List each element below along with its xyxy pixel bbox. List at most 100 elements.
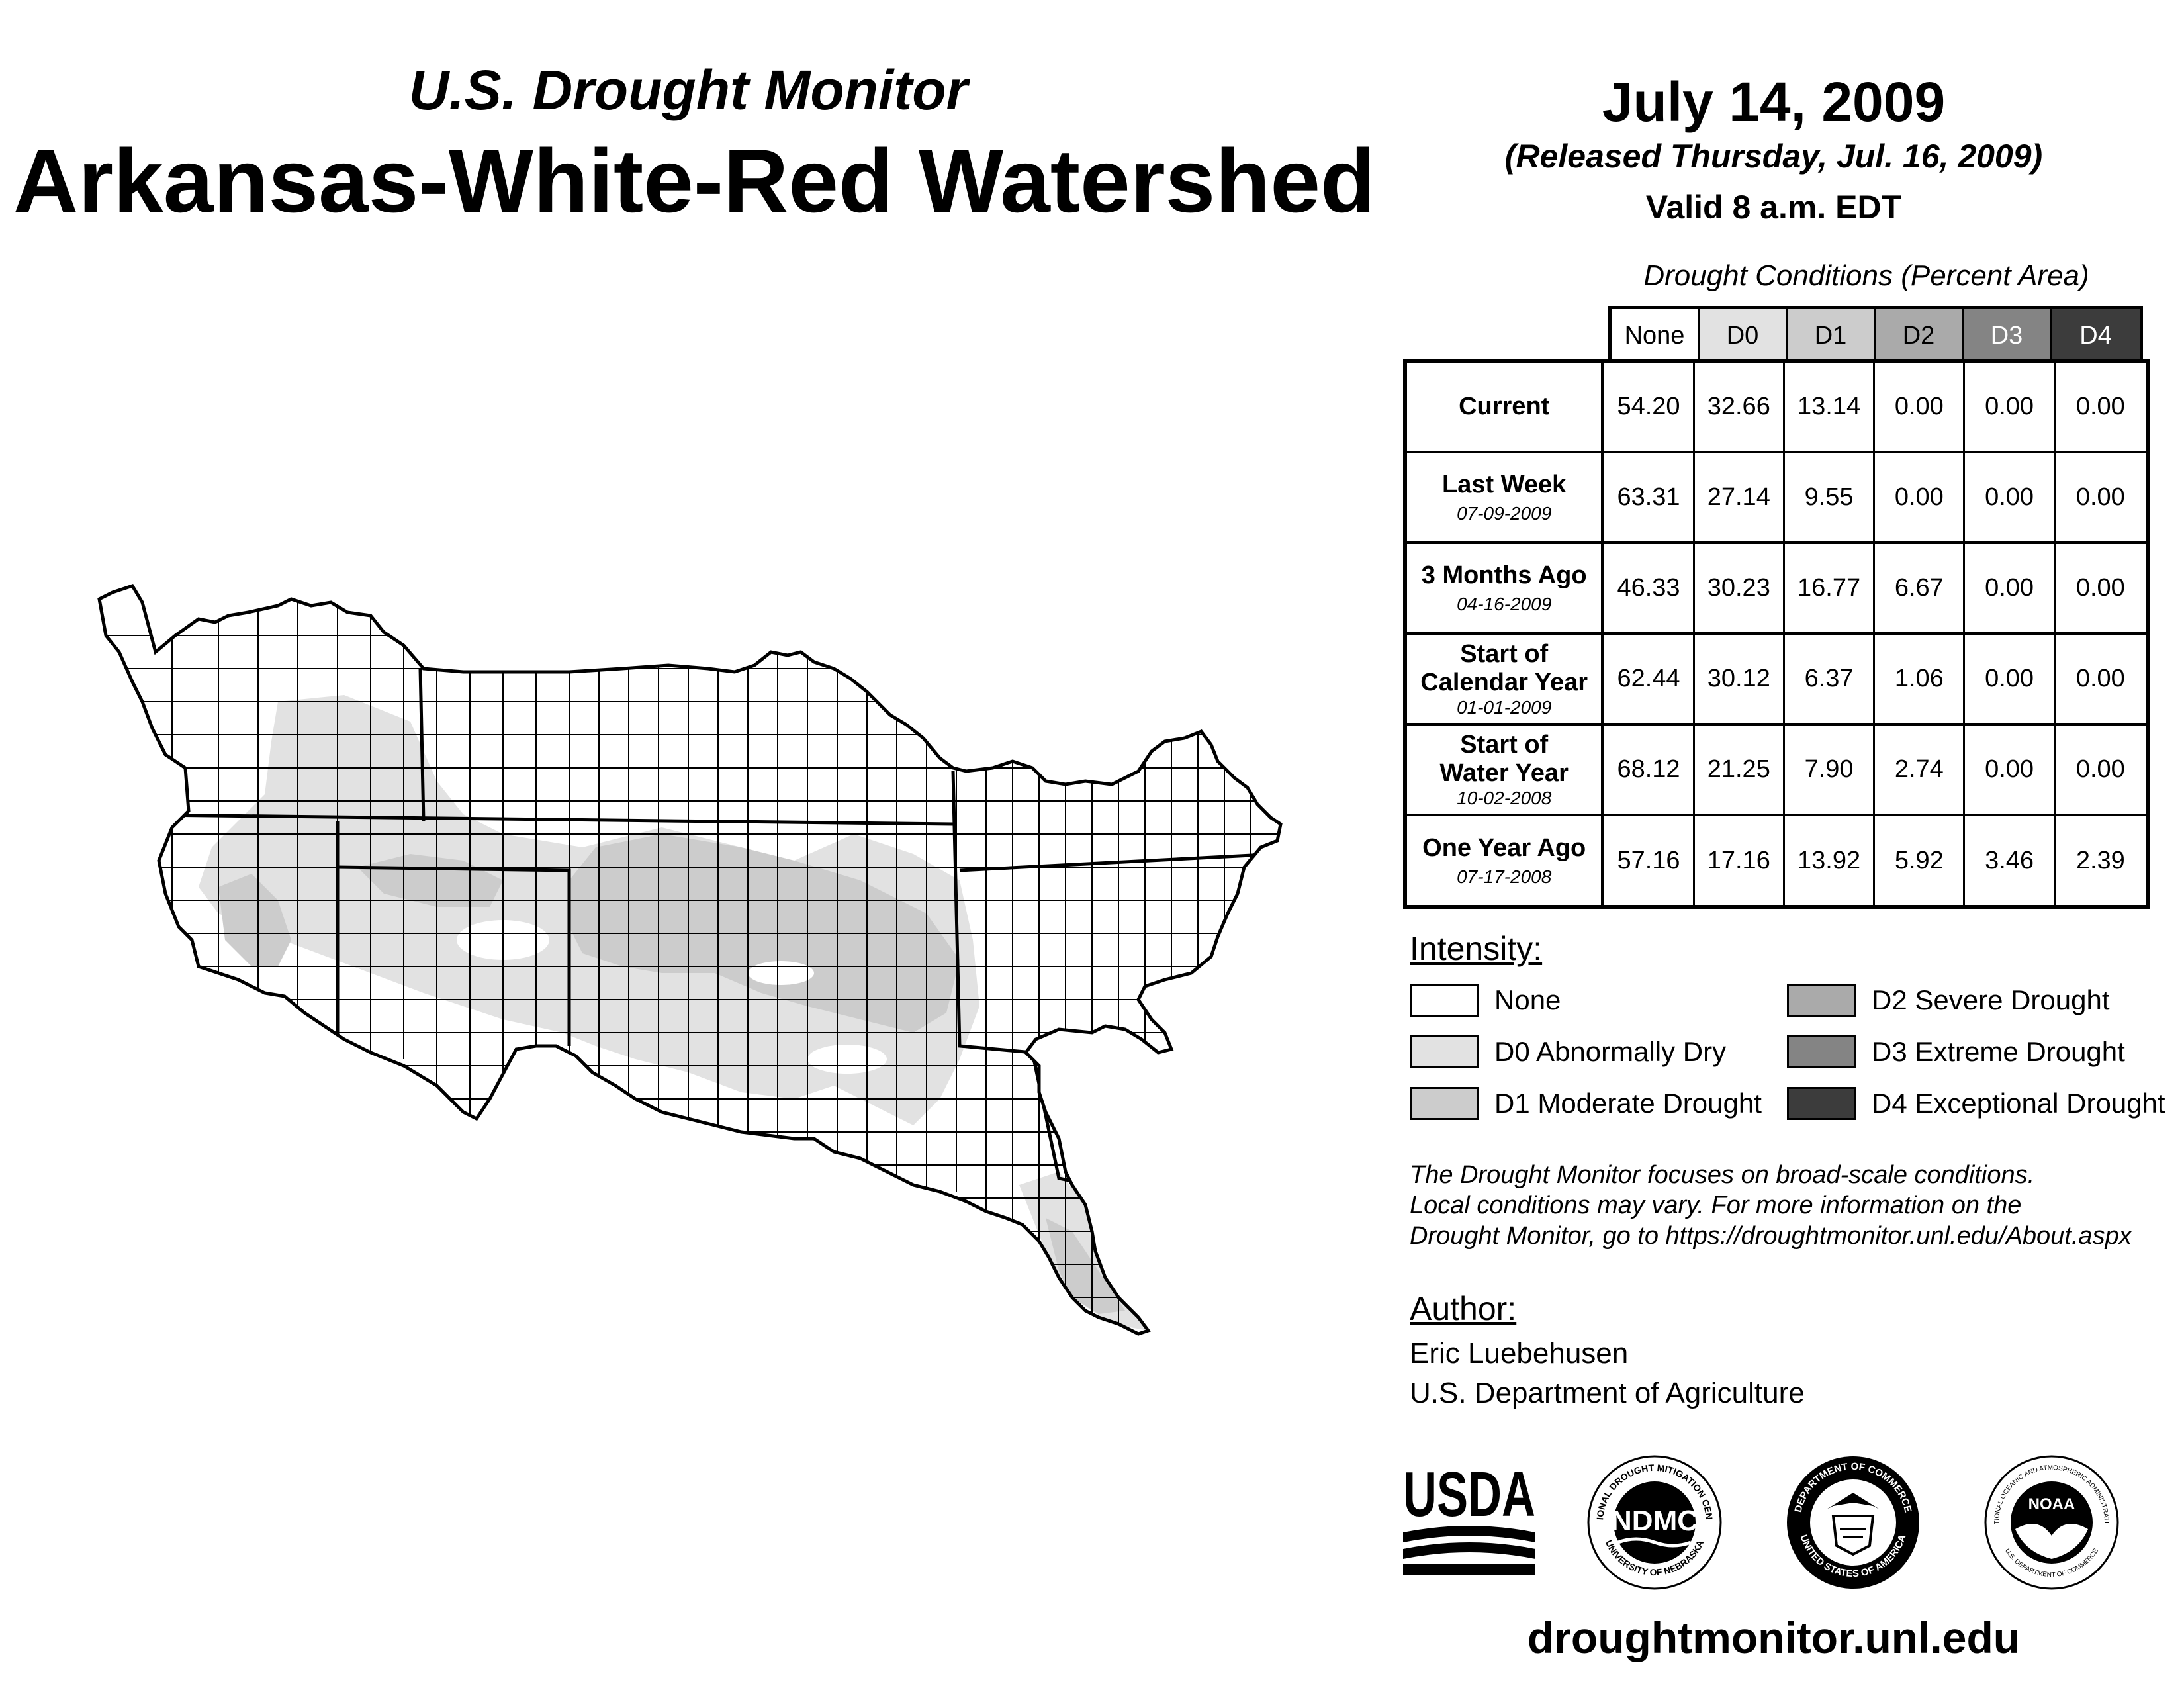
row-date: 01-01-2009 [1457, 696, 1552, 718]
row-label: Last Week [1442, 471, 1567, 498]
legend-swatch [1787, 1087, 1856, 1120]
value-cell: 0.00 [2075, 665, 2125, 692]
value-cell: 27.14 [1695, 453, 1785, 541]
value-cell: 6.67 [1875, 544, 1966, 632]
note-line: The Drought Monitor focuses on broad-sca… [1410, 1161, 2035, 1189]
legend-swatch [1787, 1035, 1856, 1068]
state-boundaries [99, 668, 1278, 1187]
legend-item-d1: D1 Moderate Drought [1410, 1087, 1762, 1120]
release-date: (Released Thursday, Jul. 16, 2009) [1504, 138, 2043, 175]
value-cell: 30.23 [1695, 544, 1785, 632]
value-cell: 0.00 [1875, 453, 1966, 541]
legend-item-d0: D0 Abnormally Dry [1410, 1035, 1726, 1068]
value-cell: 17.16 [1695, 816, 1785, 905]
value-cell: 32.66 [1695, 363, 1785, 451]
value-cell: 21.25 [1695, 726, 1785, 814]
value-cell: 2.39 [2075, 846, 2125, 874]
legend-item-d3: D3 Extreme Drought [1787, 1035, 2125, 1068]
legend-swatch [1410, 1035, 1479, 1068]
ndmc-wordmark: NDMC [1611, 1505, 1698, 1537]
table-row-one-year-ago: One Year Ago 07-17-2008 57.16 17.16 13.9… [1407, 816, 2146, 905]
note-line: Drought Monitor, go to https://droughtmo… [1410, 1222, 2132, 1250]
value-cell: 0.00 [1875, 363, 1966, 451]
value-cell: 2.74 [1875, 726, 1966, 814]
value-cell: 3.46 [1965, 816, 2056, 905]
legend-swatch [1410, 1087, 1479, 1120]
table-row-start-calendar-year: Start of Calendar Year 01-01-2009 62.44 … [1407, 635, 2146, 726]
disclaimer-note: The Drought Monitor focuses on broad-sca… [1410, 1160, 2171, 1251]
legend-label: D3 Extreme Drought [1872, 1036, 2125, 1067]
legend-label: None [1494, 984, 1561, 1015]
note-line: Local conditions may vary. For more info… [1410, 1192, 2022, 1219]
row-date: 07-17-2008 [1457, 866, 1552, 887]
value-cell: 0.00 [1965, 544, 2056, 632]
row-label: Current [1459, 393, 1550, 420]
row-date: 07-09-2009 [1457, 503, 1552, 524]
author-title: Author: [1410, 1290, 1517, 1327]
value-cell: 68.12 [1604, 726, 1695, 814]
row-date: 10-02-2008 [1457, 787, 1552, 808]
legend-item-d2: D2 Severe Drought [1787, 984, 2110, 1017]
table-header-row: None D0 D1 D2 D3 D4 [1608, 306, 2143, 362]
value-cell: 0.00 [1965, 635, 2056, 723]
table-row-start-water-year: Start of Water Year 10-02-2008 68.12 21.… [1407, 726, 2146, 816]
value-cell: 0.00 [2075, 393, 2125, 420]
author-name: Eric Luebehusen [1410, 1337, 1629, 1370]
noaa-wordmark: NOAA [2028, 1495, 2075, 1513]
row-label: 3 Months Ago [1421, 561, 1587, 589]
legend-item-none: None [1410, 984, 1561, 1017]
value-cell: 30.12 [1695, 635, 1785, 723]
row-label: Start of [1460, 639, 1549, 668]
value-cell: 0.00 [2075, 483, 2125, 511]
commerce-seal-logo: DEPARTMENT OF COMMERCE UNITED STATES OF … [1787, 1456, 1919, 1589]
usda-logo: USDA [1403, 1459, 1535, 1575]
value-cell: 5.92 [1875, 816, 1966, 905]
value-cell: 62.44 [1604, 635, 1695, 723]
value-cell: 6.37 [1785, 635, 1876, 723]
value-cell: 0.00 [2075, 574, 2125, 602]
column-header-none: None [1612, 309, 1700, 362]
agency-logos: USDA NDMC NATIONAL DROUGHT MITIGATION CE… [1403, 1455, 2119, 1590]
legend-label: D1 Moderate Drought [1494, 1088, 1762, 1119]
legend-title: Intensity: [1410, 930, 1543, 967]
table-title: Drought Conditions (Percent Area) [1643, 259, 2089, 292]
value-cell: 54.20 [1604, 363, 1695, 451]
legend-label: D0 Abnormally Dry [1494, 1036, 1727, 1067]
column-header-d2: D2 [1876, 309, 1964, 362]
legend-label: D4 Exceptional Drought [1872, 1088, 2165, 1119]
valid-time: Valid 8 a.m. EDT [1645, 189, 1902, 226]
legend-label: D2 Severe Drought [1872, 984, 2110, 1015]
legend-swatch [1410, 984, 1479, 1017]
map-title: Arkansas-White-Red Watershed [13, 130, 1376, 231]
site-url: droughtmonitor.unl.edu [1527, 1613, 2021, 1662]
row-label-line2: Water Year [1439, 759, 1569, 787]
legend-item-d4: D4 Exceptional Drought [1787, 1087, 2165, 1120]
map-date: July 14, 2009 [1602, 71, 1946, 133]
conditions-table: Current 54.20 32.66 13.14 0.00 0.00 0.00… [1403, 359, 2150, 909]
watershed-map [0, 0, 1377, 1688]
table-row-current: Current 54.20 32.66 13.14 0.00 0.00 0.00 [1407, 363, 2146, 453]
column-header-d3: D3 [1964, 309, 2052, 362]
value-cell: 46.33 [1604, 544, 1695, 632]
value-cell: 13.92 [1785, 816, 1876, 905]
table-row-3-months-ago: 3 Months Ago 04-16-2009 46.33 30.23 16.7… [1407, 544, 2146, 635]
column-header-d1: D1 [1788, 309, 1876, 362]
row-date: 04-16-2009 [1457, 594, 1552, 614]
author-org: U.S. Department of Agriculture [1410, 1377, 1805, 1409]
table-row-last-week: Last Week 07-09-2009 63.31 27.14 9.55 0.… [1407, 453, 2146, 544]
row-label-line2: Calendar Year [1420, 668, 1588, 696]
value-cell: 16.77 [1785, 544, 1876, 632]
noaa-logo: NOAA NATIONAL OCEANIC AND ATMOSPHERIC AD… [1984, 1455, 2119, 1590]
legend-swatch [1787, 984, 1856, 1017]
map-subtitle: U.S. Drought Monitor [408, 59, 968, 121]
value-cell: 63.31 [1604, 453, 1695, 541]
value-cell: 57.16 [1604, 816, 1695, 905]
value-cell: 0.00 [2075, 755, 2125, 783]
value-cell: 13.14 [1785, 363, 1876, 451]
row-label: Start of [1460, 730, 1549, 759]
value-cell: 9.55 [1785, 453, 1876, 541]
value-cell: 0.00 [1965, 453, 2056, 541]
row-label: One Year Ago [1422, 833, 1586, 862]
value-cell: 0.00 [1965, 363, 2056, 451]
column-header-d0: D0 [1700, 309, 1788, 362]
